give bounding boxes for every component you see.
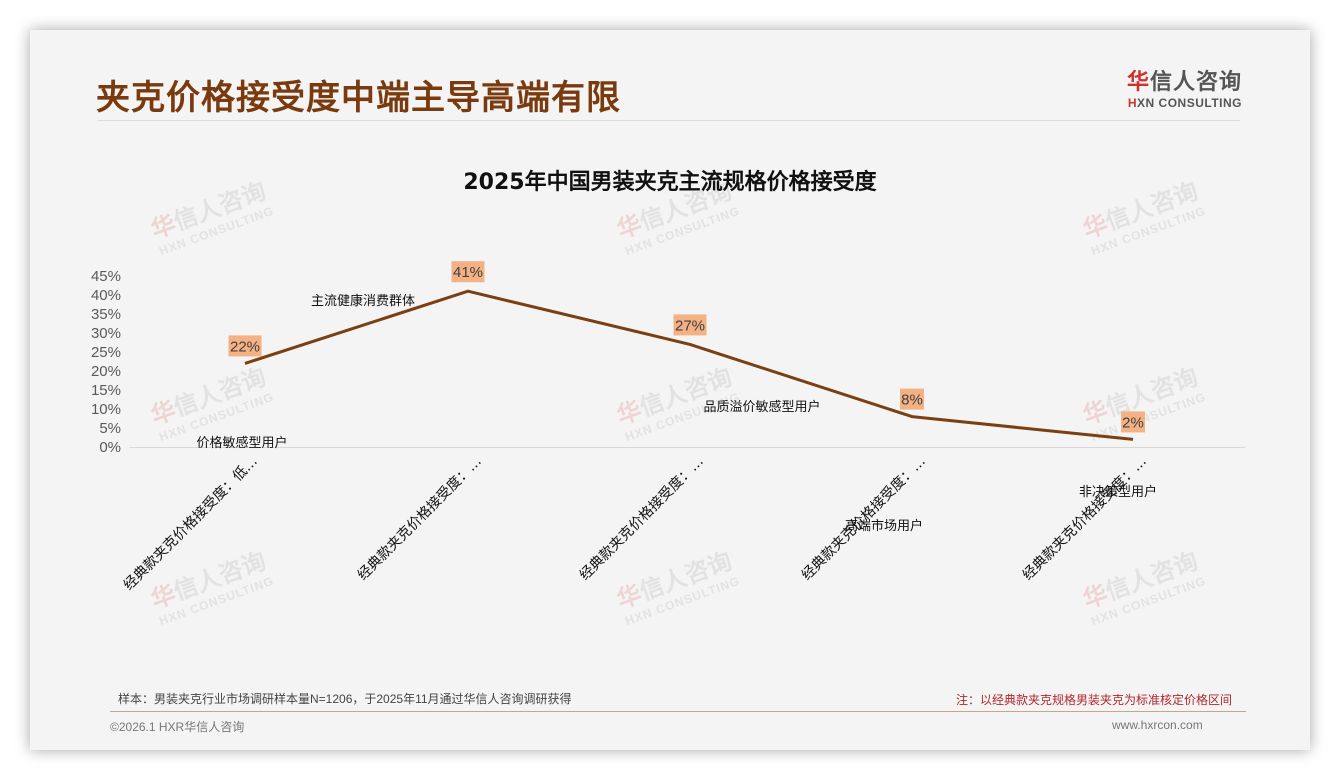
data-label: 27% <box>675 317 705 334</box>
data-label-bg <box>900 388 924 410</box>
chart-title: 2025年中国男装夹克主流规格价格接受度 <box>463 170 877 195</box>
y-tick-label: 0% <box>99 439 121 456</box>
x-tick-label: 经典款夹克价格接受度：… <box>576 453 707 584</box>
copyright: ©2026.1 HXR华信人咨询 <box>110 720 245 734</box>
data-label: 22% <box>230 338 260 355</box>
data-label: 8% <box>901 392 923 409</box>
x-tick-label: 经典款夹克价格接受度：低… <box>120 453 261 594</box>
page-title: 夹克价格接受度中端主导高端有限 <box>96 78 621 118</box>
annotation-label: 高端市场用户 <box>845 518 923 534</box>
brand-logo: 华信人咨询 HXN CONSULTING <box>1112 64 1242 110</box>
footnote: 注：以经典款夹克规格男装夹克为标准核定价格区间 <box>956 693 1233 707</box>
footer-divider <box>110 711 1246 712</box>
y-tick-label: 25% <box>91 344 121 361</box>
annotation-label: 价格敏感型用户 <box>196 435 287 451</box>
y-tick-label: 5% <box>99 420 121 437</box>
y-tick-label: 20% <box>91 363 121 380</box>
y-tick-label: 30% <box>91 325 121 342</box>
x-axis: 经典款夹克价格接受度：低… 经典款夹克价格接受度：… 经典款夹克价格接受度：… 经典款… <box>120 453 1150 594</box>
sample-note: 样本：男装夹克行业市场调研样本量N=1206，于2025年11月通过华信人咨询调… <box>118 692 572 706</box>
website-link[interactable]: www.hxrcon.com <box>1112 718 1203 732</box>
y-tick-label: 35% <box>91 306 121 323</box>
data-label: 2% <box>1122 414 1144 431</box>
y-tick-label: 10% <box>91 401 121 418</box>
annotation-label: 品质溢价敏感型用户 <box>703 399 820 415</box>
x-tick-label: 经典款夹克价格接受度：… <box>1019 453 1150 584</box>
series-line <box>244 289 1134 441</box>
data-labels: 22% 41% 27% 8% 2% <box>228 261 1145 433</box>
data-label-bg <box>1121 411 1145 433</box>
line-chart: 0% 5% 10% 15% 20% 25% 30% 35% 40% 45% 22% 41% 27% 8%… <box>91 261 1245 594</box>
data-label-bg <box>673 314 707 336</box>
y-tick-label: 15% <box>91 382 121 399</box>
data-label: 41% <box>453 264 483 281</box>
annotation-label: 主流健康消费群体 <box>311 293 415 309</box>
logo-cn: 华信人咨询 <box>1126 70 1242 95</box>
x-tick-label: 经典款夹克价格接受度：… <box>354 453 485 584</box>
y-tick-label: 45% <box>91 268 121 285</box>
data-label-bg <box>228 335 262 357</box>
y-axis: 0% 5% 10% 15% 20% 25% 30% 35% 40% 45% <box>91 268 121 456</box>
data-label-bg <box>451 261 485 283</box>
slide: 夹克价格接受度中端主导高端有限 华信人咨询 HXN CONSULTING 华信人… <box>30 30 1310 750</box>
logo-en: HXN CONSULTING <box>1127 96 1242 110</box>
title-divider <box>98 120 1240 121</box>
y-tick-label: 40% <box>91 287 121 304</box>
annotation-label: 非决策型用户 <box>1079 484 1157 500</box>
